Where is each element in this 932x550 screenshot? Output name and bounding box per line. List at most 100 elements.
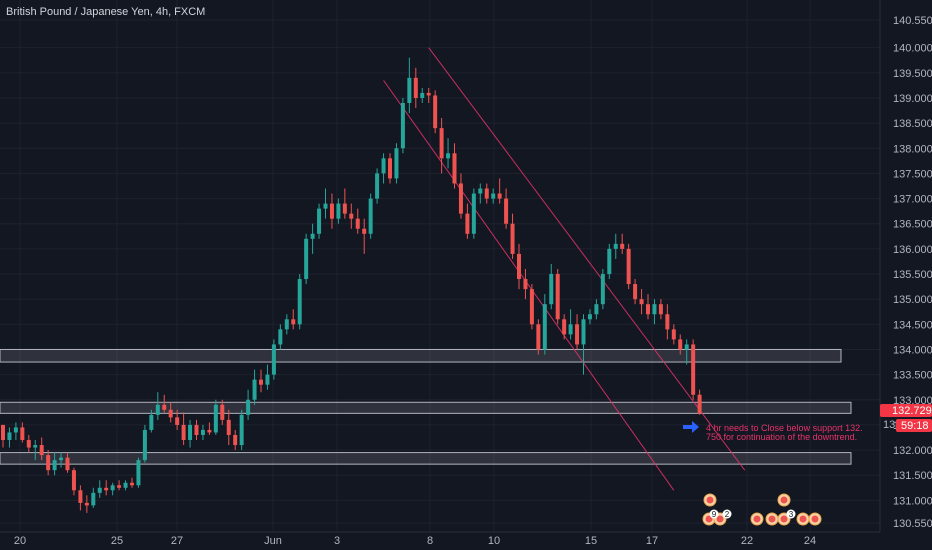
candle-body [200, 429, 205, 435]
candle-body [252, 379, 257, 400]
candle-body [652, 304, 657, 315]
candle-body [155, 404, 160, 415]
candle-body [575, 324, 580, 345]
candle-body [39, 445, 44, 456]
countdown-label: 59:18 [901, 420, 929, 432]
candle-body [368, 198, 373, 234]
candle-body [207, 429, 212, 433]
y-tick-label: 132.000 [893, 445, 932, 457]
support-zones [0, 348, 852, 465]
hidden-tick-fragment: 13 [883, 419, 895, 431]
candle-body [136, 460, 141, 486]
candle-body [555, 274, 560, 320]
candle-body [529, 289, 534, 325]
candle-body [426, 92, 431, 96]
candle-body [297, 279, 302, 325]
candle-body [329, 203, 334, 219]
candle-body [20, 427, 25, 441]
candle-body [349, 213, 354, 219]
candle-body [142, 429, 147, 461]
candle-body [342, 203, 347, 214]
event-count-text: 2 [725, 510, 730, 519]
event-count-badge [786, 509, 796, 519]
y-tick-label: 138.500 [893, 118, 932, 130]
x-axis[interactable]: 20 25 27 Jun 3 8 10 15 17 22 24 [0, 531, 880, 547]
candle-body [265, 374, 270, 385]
y-tick-label: 137.000 [893, 194, 932, 206]
support-zone [0, 452, 852, 465]
candle-body [633, 284, 638, 300]
candle-body [658, 304, 663, 315]
candle-body [375, 173, 380, 199]
candle-body [239, 414, 244, 446]
y-tick-label: 136.500 [893, 219, 932, 231]
candle-body [381, 158, 386, 174]
support-zone [0, 401, 852, 414]
annotation-group: 4 hr needs to Close below support 132. 7… [683, 421, 863, 442]
candle-body [310, 233, 315, 239]
candle-body [497, 193, 502, 199]
candle-body [123, 482, 128, 488]
event-flag-icon-inner [799, 515, 807, 523]
candle-body [233, 434, 238, 446]
candle-body [523, 279, 528, 290]
x-tick-label: 24 [804, 535, 816, 547]
candle-body [587, 314, 592, 320]
x-tick-label: 8 [427, 535, 433, 547]
countdown-tag-bg [896, 419, 932, 432]
candle-body [678, 339, 683, 350]
candle-body [413, 77, 418, 98]
candle-body [168, 409, 173, 418]
candle-body [1, 424, 5, 441]
candle-body [194, 424, 199, 435]
y-axis[interactable]: 140.550 140.000 139.500 139.000 138.500 138.0… [879, 0, 932, 532]
y-tick-label: 135.500 [893, 269, 932, 281]
candle-body [471, 193, 476, 234]
x-tick-label: 10 [488, 535, 500, 547]
y-tick-label: 140.550 [893, 15, 932, 27]
candle-body [181, 424, 186, 441]
y-tick-label: 139.500 [893, 68, 932, 80]
candle-body [388, 158, 392, 179]
downtrend-channel [383, 47, 746, 491]
price-tags: 132.729 13 59:18 [880, 404, 932, 432]
candle-body [304, 238, 309, 280]
candle-body [110, 485, 115, 491]
candle-body [613, 243, 618, 249]
candle-body [594, 304, 599, 315]
candle-body [65, 457, 70, 471]
event-count-badge [722, 509, 732, 519]
candle-body [542, 304, 547, 350]
event-flag-icon-inner [768, 515, 776, 523]
y-tick-label: 131.000 [893, 495, 932, 507]
candle-body [355, 218, 360, 229]
candle-body [665, 314, 670, 330]
uk-flag-icon-inner [705, 515, 713, 523]
candle-body [130, 482, 134, 486]
candle-body [671, 329, 676, 340]
candle-body [188, 424, 193, 441]
candle-body [491, 193, 496, 199]
event-flag-icon-inner [780, 515, 788, 523]
candle-body [646, 304, 650, 315]
x-tick-label: 25 [111, 535, 123, 547]
uk-flag-icon-inner [753, 515, 761, 523]
annotation-line-1: 4 hr needs to Close below support 132. [706, 423, 863, 433]
candle-body [562, 319, 567, 335]
y-tick-label: 138.000 [893, 143, 932, 155]
candle-body [568, 324, 573, 335]
y-tick-label: 134.500 [893, 319, 932, 331]
last-price-tag-bg [880, 404, 932, 417]
uk-flag-icon-inner [706, 496, 714, 504]
y-tick-label: 130.550 [893, 518, 932, 530]
candle-body [284, 319, 289, 330]
x-tick-label: 17 [646, 535, 658, 547]
candle-body [446, 153, 451, 159]
candle-body [536, 324, 541, 350]
candle-body [278, 329, 283, 345]
blue-arrow-icon [683, 421, 699, 433]
event-count-text: 3 [789, 510, 794, 519]
